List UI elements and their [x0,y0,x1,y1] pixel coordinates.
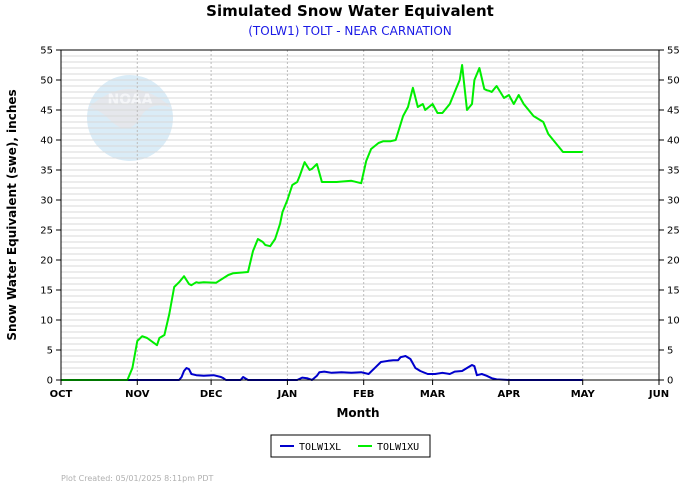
y-tick-label: 10 [40,316,53,327]
y-tick-label: 50 [40,76,53,87]
y-axis-label: Snow Water Equivalent (swe), inches [5,89,19,340]
legend-label-tolw1xl: TOLW1XL [299,442,341,453]
y-tick-label-right: 15 [667,286,680,297]
y-tick-label-right: 55 [667,46,680,57]
x-tick-label: DEC [200,389,222,400]
chart-title: Simulated Snow Water Equivalent [206,2,494,20]
y-tick-label-right: 0 [667,376,673,387]
y-tick-label-right: 45 [667,106,680,117]
y-tick-label: 20 [40,256,53,267]
noaa-logo-text: NOAA [108,92,153,108]
grid-lines [61,50,659,380]
series-lines [61,64,583,381]
plot-border [60,49,660,381]
x-tick-label: JUN [648,389,669,400]
x-tick-label: MAR [420,389,446,400]
y-tick-label: 55 [40,46,53,57]
y-axis-left: 0 5 10 15 20 25 30 35 40 45 50 55 [40,46,61,387]
noaa-logo: NOAA [87,75,173,161]
y-tick-label-right: 35 [667,166,680,177]
y-axis-right: 0 5 10 15 20 25 30 35 40 45 50 55 [659,46,680,387]
x-tick-label: MAY [571,389,596,400]
legend-label-tolw1xu: TOLW1XU [377,442,419,453]
y-tick-label-right: 50 [667,76,680,87]
y-tick-label: 35 [40,166,53,177]
y-tick-label: 25 [40,226,53,237]
legend: TOLW1XL TOLW1XU [270,434,431,458]
x-tick-label: OCT [50,389,73,400]
y-tick-label-right: 5 [667,346,673,357]
x-tick-label: APR [497,389,520,400]
y-tick-label: 30 [40,196,53,207]
y-tick-label-right: 40 [667,136,680,147]
y-tick-label-right: 20 [667,256,680,267]
x-tick-label: NOV [125,389,150,400]
x-tick-label: FEB [353,389,374,400]
y-tick-label-right: 25 [667,226,680,237]
y-tick-label: 45 [40,106,53,117]
y-tick-label: 0 [47,376,53,387]
x-tick-label: JAN [276,389,297,400]
legend-box [270,434,431,458]
plot-created-footer: Plot Created: 05/01/2025 8:11pm PDT [61,474,214,483]
chart-subtitle: (TOLW1) TOLT - NEAR CARNATION [248,24,452,38]
y-tick-label-right: 30 [667,196,680,207]
series-line-tolw1xu [61,64,583,381]
x-axis-label: Month [336,406,379,420]
series-line-tolw1xl [61,355,583,381]
y-tick-label: 5 [47,346,53,357]
y-tick-label: 15 [40,286,53,297]
y-tick-label-right: 10 [667,316,680,327]
y-tick-label: 40 [40,136,53,147]
x-axis: OCT NOV DEC JAN FEB MAR APR MAY JUN [50,380,669,400]
